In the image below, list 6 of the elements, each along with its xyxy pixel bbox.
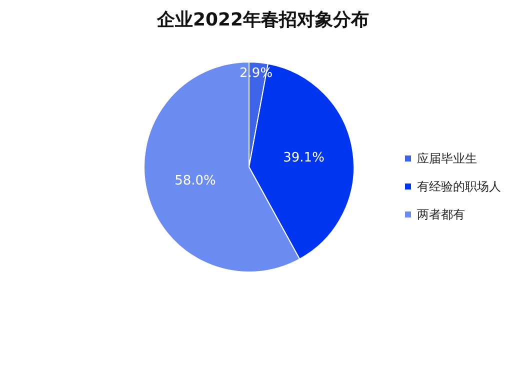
chart-title: 企业2022年春招对象分布 [156, 10, 370, 30]
data-label: 58.0% [174, 173, 216, 188]
legend-label: 两者都有 [417, 208, 465, 222]
data-label: 39.1% [283, 150, 324, 166]
legend-label: 应届毕业生 [417, 152, 477, 166]
legend-label: 有经验的职场人 [417, 180, 501, 194]
